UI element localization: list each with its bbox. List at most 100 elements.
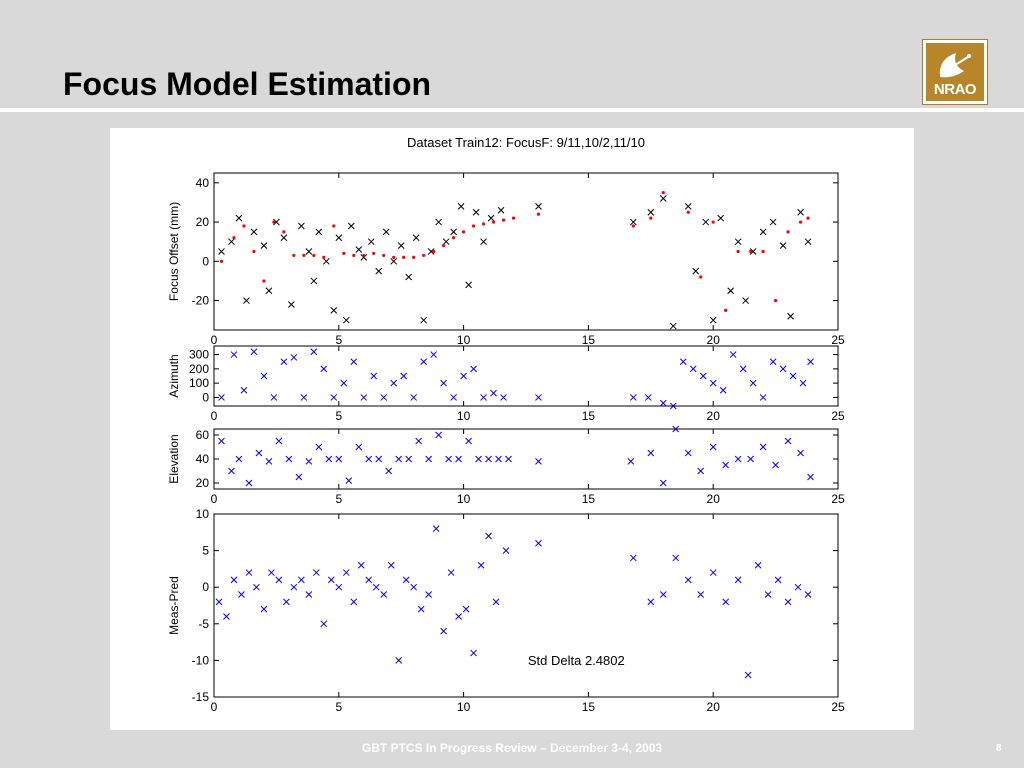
data-point-dot	[481, 222, 486, 226]
data-point-x	[430, 351, 438, 358]
data-point-x	[218, 394, 225, 401]
data-point-x	[804, 238, 812, 246]
x-tick-label: 5	[335, 333, 342, 347]
plot-frame	[213, 428, 839, 490]
data-point-x	[769, 358, 777, 366]
data-point-dot	[736, 249, 740, 254]
data-point-x	[702, 218, 710, 226]
data-point-x	[230, 351, 238, 358]
data-point-x	[772, 461, 779, 469]
data-point-x	[288, 301, 295, 308]
x-tick-label: 15	[582, 492, 596, 506]
data-point-x	[472, 208, 480, 216]
data-point-dot	[501, 218, 506, 222]
data-point-x	[240, 386, 248, 394]
data-point-x	[797, 208, 804, 216]
data-point-x	[717, 214, 725, 222]
data-point-x	[382, 228, 390, 236]
data-point-x	[290, 583, 298, 591]
data-point-dot	[631, 224, 635, 228]
data-point-x	[727, 287, 735, 295]
data-point-x	[365, 455, 373, 463]
data-point-x	[260, 372, 268, 380]
chart-3: 0 5 10 15 20 25 20 40 60 Elevation	[167, 425, 845, 506]
y-tick-label: 20	[196, 215, 210, 229]
data-point-x	[273, 218, 280, 226]
data-point-x	[465, 437, 472, 445]
data-point-x	[298, 222, 305, 230]
y-tick-label: -10	[192, 653, 210, 667]
focus-figure: Dataset Train12: FocusF: 9/11,10/2,11/10…	[167, 135, 845, 714]
data-point-dot	[491, 220, 496, 224]
data-point-x	[487, 214, 495, 222]
data-point-x	[218, 437, 225, 445]
data-point-x	[228, 238, 235, 246]
data-point-x	[692, 267, 700, 275]
data-point-dot	[432, 249, 436, 254]
chart-title: Dataset Train12: FocusF: 9/11,10/2,11/10	[407, 135, 645, 150]
data-point-dot	[786, 230, 790, 234]
data-point-x	[502, 547, 510, 554]
data-point-x	[330, 307, 338, 314]
x-tick-label: 0	[211, 333, 218, 347]
x-tick-label: 10	[457, 700, 471, 714]
data-point-x	[230, 576, 238, 584]
data-point-x	[485, 455, 492, 463]
data-point-x	[684, 449, 692, 457]
data-point-dot	[699, 275, 703, 279]
footer-text: GBT PTCS In Progress Review – December 3…	[361, 741, 663, 755]
data-point-x	[427, 248, 435, 255]
data-point-x	[215, 598, 223, 606]
data-point-dot	[352, 253, 356, 258]
data-point-x	[380, 394, 388, 401]
data-point-x	[659, 195, 667, 202]
data-point-x	[342, 316, 350, 324]
y-tick-label: 0	[202, 580, 209, 594]
data-point-x	[367, 238, 375, 246]
data-point-x	[322, 257, 330, 265]
data-point-x	[457, 203, 465, 210]
y-axis-label: Meas-Pred	[167, 576, 181, 635]
data-point-x	[450, 394, 457, 401]
data-point-x	[475, 455, 482, 463]
data-point-dot	[302, 253, 306, 258]
data-point-x	[629, 394, 637, 401]
data-point-x	[722, 598, 730, 606]
data-point-x	[460, 372, 467, 380]
data-point-x	[238, 591, 245, 598]
data-point-x	[734, 455, 742, 463]
data-point-x	[370, 372, 378, 380]
data-point-x	[440, 627, 447, 635]
data-point-x	[647, 598, 655, 606]
data-point-dot	[372, 251, 376, 256]
data-point-x	[497, 206, 505, 214]
data-point-x	[327, 576, 335, 584]
data-point-x	[455, 613, 462, 620]
nrao-logo: NRAO	[922, 39, 988, 105]
data-point-x	[719, 386, 727, 394]
data-point-x	[265, 287, 273, 295]
x-tick-label: 0	[211, 492, 218, 506]
data-point-x	[669, 322, 677, 330]
data-point-x	[345, 477, 353, 484]
x-tick-label: 20	[707, 492, 721, 506]
y-tick-label: 20	[196, 476, 210, 490]
plot-frame	[213, 345, 839, 407]
data-point-x	[253, 583, 260, 591]
data-point-x	[440, 379, 447, 387]
y-tick-label: 10	[196, 507, 210, 521]
data-point-x	[492, 598, 500, 606]
data-point-x	[747, 455, 754, 463]
data-point-x	[659, 591, 667, 598]
chart-1: Dataset Train12: FocusF: 9/11,10/2,11/10…	[167, 135, 845, 347]
data-point-x	[397, 242, 405, 249]
data-point-x	[804, 591, 812, 598]
data-point-x	[400, 372, 408, 380]
data-point-dot	[322, 255, 326, 259]
data-point-x	[627, 458, 635, 465]
y-tick-label: 0	[202, 390, 209, 404]
data-point-x	[535, 458, 542, 465]
data-point-x	[450, 228, 457, 236]
data-point-dot	[332, 224, 336, 228]
data-point-x	[260, 242, 268, 249]
